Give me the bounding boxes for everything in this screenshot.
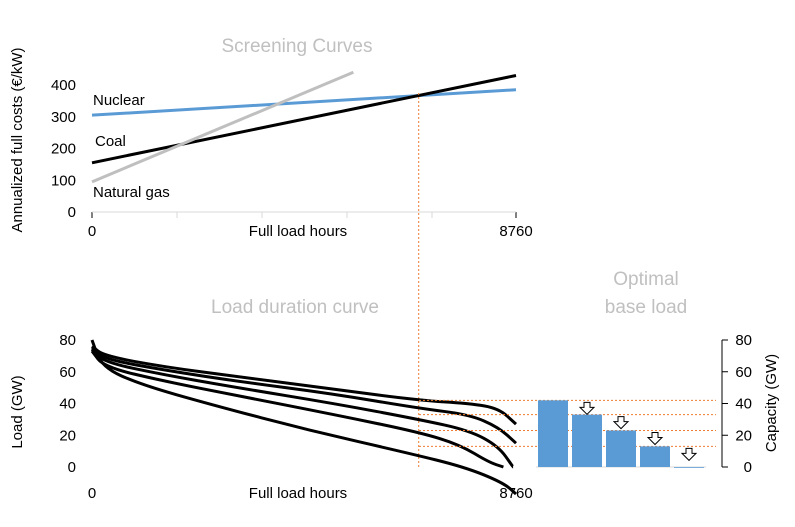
load-curves xyxy=(90,339,518,496)
bottom-title: Load duration curve xyxy=(211,297,379,318)
capacity-bar-2 xyxy=(572,414,602,467)
bar-y-tick-label: 0 xyxy=(744,459,752,476)
decrease-arrow-icon xyxy=(680,447,698,462)
gas-label: Natural gas xyxy=(93,184,170,201)
load-curve-4 xyxy=(90,350,504,469)
screening-curves-chart: Screening Curves Annualized full costs (… xyxy=(9,36,533,240)
bottom-y-tick-label: 0 xyxy=(68,459,76,476)
top-y-tick-label: 400 xyxy=(51,77,76,94)
top-x-ticks: 0 8760 xyxy=(88,211,533,240)
bar-y-tick-label: 60 xyxy=(735,364,752,381)
bar-y-tick-label: 80 xyxy=(735,332,752,349)
bar-title-line-2: base load xyxy=(605,297,687,318)
bars xyxy=(538,400,704,468)
load-curve-1 xyxy=(91,345,518,426)
capacity-bar-1 xyxy=(538,400,568,467)
bar-y-tick-label: 40 xyxy=(735,396,752,413)
top-x-axis-label: Full load hours xyxy=(249,223,347,240)
bottom-y-ticks: 0 20 40 60 80 xyxy=(59,332,76,476)
load-duration-chart: Load duration curve Load (GW) Full load … xyxy=(9,297,533,502)
capacity-bar-4 xyxy=(640,446,670,467)
bottom-y-axis-label: Load (GW) xyxy=(9,375,26,448)
load-curve-5 xyxy=(90,339,517,496)
decrease-arrows xyxy=(578,401,698,462)
decrease-arrow-icon xyxy=(612,416,630,430)
series-natural-gas-line xyxy=(91,70,354,184)
series-nuclear-line xyxy=(91,88,517,117)
bar-y-axis-label: Capacity (GW) xyxy=(763,354,780,452)
bottom-y-tick-label: 20 xyxy=(59,427,76,444)
top-x-tick-label: 0 xyxy=(88,223,96,240)
top-y-tick-label: 100 xyxy=(51,172,76,189)
bottom-y-tick-label: 60 xyxy=(59,364,76,381)
decrease-arrow-icon xyxy=(578,401,596,416)
nuclear-label: Nuclear xyxy=(93,92,145,109)
top-y-ticks: 0 100 200 300 400 xyxy=(51,77,76,221)
top-series xyxy=(91,70,517,184)
top-x-tick-label: 8760 xyxy=(499,223,532,240)
bar-y-tick-label: 20 xyxy=(735,427,752,444)
bottom-y-tick-label: 40 xyxy=(59,396,76,413)
decrease-arrow-icon xyxy=(646,431,664,446)
bottom-x-axis-label: Full load hours xyxy=(249,485,347,502)
capacity-bar-5 xyxy=(674,467,704,468)
bottom-y-tick-label: 80 xyxy=(59,332,76,349)
bar-title-line-1: Optimal xyxy=(613,269,678,290)
optimal-base-load-chart: Optimal base load Capacity (GW) 0 20 40 60 8… xyxy=(536,269,780,476)
series-coal-line xyxy=(91,74,517,165)
load-curve-2 xyxy=(90,346,518,445)
top-y-tick-label: 200 xyxy=(51,141,76,158)
bottom-x-tick-label: 0 xyxy=(88,485,96,502)
coal-label: Coal xyxy=(95,133,126,150)
load-curve-3 xyxy=(90,348,515,468)
top-y-tick-label: 300 xyxy=(51,109,76,126)
top-title: Screening Curves xyxy=(221,36,372,57)
top-y-tick-label: 0 xyxy=(68,204,76,221)
capacity-bar-3 xyxy=(606,430,636,467)
top-y-axis-label: Annualized full costs (€/kW) xyxy=(9,47,26,232)
